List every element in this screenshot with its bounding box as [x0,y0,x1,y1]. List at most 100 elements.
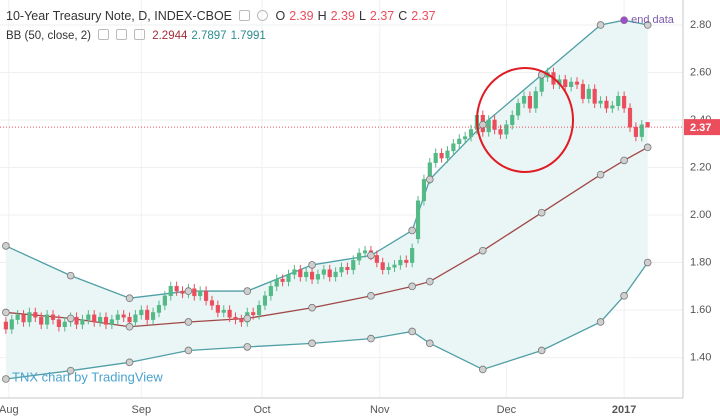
candle-body [292,269,297,275]
candle-body [374,255,379,263]
band-marker [125,322,134,331]
indicator-value: 2.2944 [152,30,188,42]
band-marker [243,314,252,323]
band-marker [620,292,628,300]
candle-body [586,88,591,99]
band-marker [367,292,375,300]
band-marker [308,261,316,269]
band-marker [596,318,605,326]
candle-body [398,259,403,266]
candle-body [215,305,220,313]
y-tick-label: 1.60 [690,304,711,316]
candle-body [468,129,474,137]
indicator-value: 1.7991 [230,30,266,42]
candle-body [451,143,456,152]
candle-body [133,314,138,323]
candle-body [527,95,532,109]
x-tick-label: 2017 [612,404,636,416]
band-marker [479,365,487,374]
band-fill [5,20,648,379]
band-marker [2,308,10,317]
icon[interactable] [257,10,269,21]
band-marker [596,170,605,179]
band-marker [479,246,487,255]
indicator-values: 2.2944 2.7897 1.7991 [152,30,270,42]
candle-body [174,286,179,292]
band-marker [308,303,316,312]
band-marker [426,339,434,348]
band-marker [184,287,193,295]
candle-body [574,81,580,85]
candle-body [103,316,109,325]
x-tick-label: Sep [132,404,152,416]
y-tick-label: 2.00 [690,209,711,221]
candle-body [233,316,238,320]
candle-body [639,124,644,137]
candle-body [457,138,462,145]
icon[interactable] [98,29,110,40]
candle-body [498,129,503,135]
candle-body [386,267,391,270]
candle-body [421,179,427,202]
candle-body [251,312,256,316]
candle-body [298,269,303,278]
highlight-circle [476,67,574,173]
candle-body [321,269,326,275]
candle-body [74,316,79,325]
candle-body [86,314,91,320]
candle-body [21,314,26,323]
candle-body [351,259,356,270]
candle-body [439,153,444,159]
candle-body [9,319,14,330]
candle-body [239,319,244,323]
candle-body [280,278,285,282]
band-marker [243,343,252,351]
candle-body [168,286,173,297]
y-tick-label: 2.80 [690,19,711,31]
ohlc-label: C [398,9,408,23]
band-line [5,19,648,299]
band-marker [66,366,75,375]
candle-body [268,286,273,297]
candle-body [33,312,38,318]
band-marker [125,294,134,303]
candle-body [580,84,585,99]
candle-body [362,250,368,254]
candle-body [345,267,350,270]
candle-body [569,81,574,87]
candle-body [39,316,44,325]
candle-body [486,119,491,133]
last-price-box [684,119,720,136]
candle-body [304,271,309,278]
candle-body [50,314,56,320]
band-marker [426,175,434,184]
candle-body [98,316,103,323]
band-marker [66,271,75,280]
candle-body [115,314,120,320]
candle-body [339,267,344,273]
watermark: TNX chart by TradingView [12,369,163,384]
ohlc-value: 2.37 [369,9,395,23]
band-marker [620,156,628,165]
candle-body [221,309,226,313]
ohlc-label: L [358,9,366,23]
candle-body [410,248,415,263]
icon[interactable] [239,10,251,21]
candle-body [204,290,209,301]
annotation: end data [631,14,675,26]
candle-body [521,95,527,104]
candle-body [616,95,621,106]
candle-body [309,271,315,280]
candle-body [3,321,8,330]
icon[interactable] [134,29,146,40]
candle-body [127,316,132,323]
candle-body [492,119,497,130]
indicator-value: 2.7897 [191,30,227,42]
y-tick-label: 1.80 [690,256,711,268]
candle-body [563,79,568,87]
ohlc-value: 2.39 [289,9,314,23]
band-marker [643,258,652,267]
band-marker [125,358,134,367]
icon[interactable] [116,29,128,40]
